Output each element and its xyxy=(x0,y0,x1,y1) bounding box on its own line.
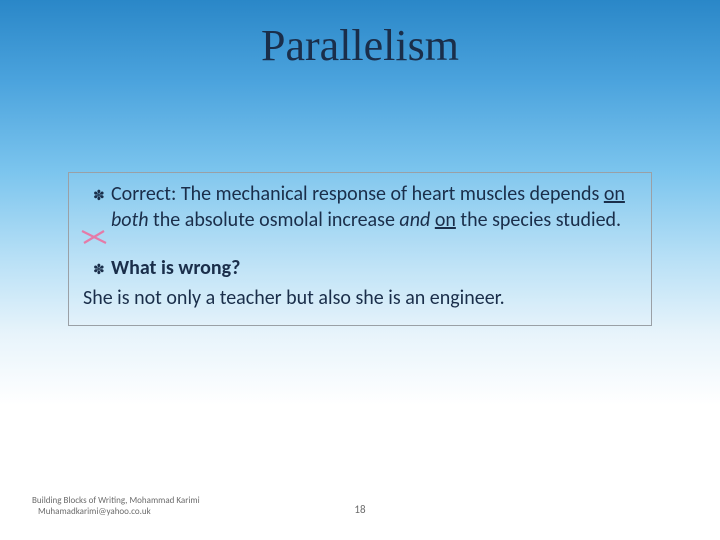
star-icon: ✽ xyxy=(93,187,105,204)
page-number: 18 xyxy=(354,503,365,516)
l3-t1: She is xyxy=(83,286,134,310)
bullet-1-text: Correct: The mechanical response of hear… xyxy=(111,181,637,233)
l3-t2: a teacher xyxy=(201,286,286,310)
slide-title: Parallelism xyxy=(0,20,720,71)
b1-and: and xyxy=(399,208,430,232)
star-icon: ✽ xyxy=(93,261,105,278)
b1-mid1: the absolute osmolal increase xyxy=(149,208,400,232)
bullet-1: ✽ Correct: The mechanical response of he… xyxy=(83,181,637,233)
bullet-2: ✽ What is wrong? xyxy=(83,255,637,281)
b1-tail: the species studied. xyxy=(456,208,621,232)
bullet-2-text: What is wrong? xyxy=(111,255,637,281)
l3-i1: not only xyxy=(134,286,201,310)
b1-both: both xyxy=(111,208,149,232)
b1-prefix: Correct: The mechanical response of hear… xyxy=(111,182,604,206)
b2-label: What is wrong? xyxy=(111,256,240,280)
l3-t3: she is an engineer. xyxy=(351,286,505,310)
slide: Parallelism ✽ Correct: The mechanical re… xyxy=(0,0,720,540)
footer-line2: Muhamadkarimi@yahoo.co.uk xyxy=(38,507,200,518)
content-box: ✽ Correct: The mechanical response of he… xyxy=(68,172,652,326)
b1-on1: on xyxy=(604,182,625,206)
footer: Building Blocks of Writing, Mohammad Kar… xyxy=(32,496,200,518)
b1-on2: on xyxy=(435,208,456,232)
example-line: She is not only a teacher but also she i… xyxy=(83,285,637,311)
l3-i2: but also xyxy=(286,286,351,310)
